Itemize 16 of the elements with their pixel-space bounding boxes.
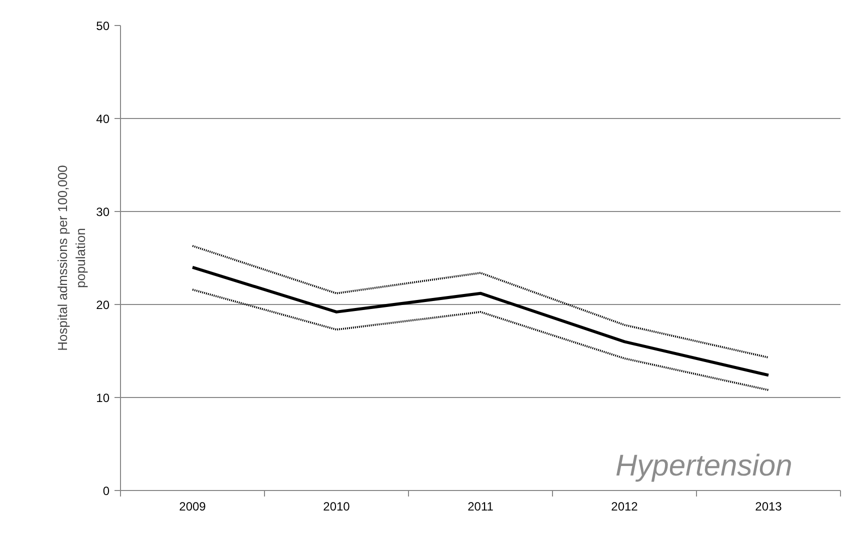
line-series [191, 266, 770, 377]
y-tick-label: 50 [96, 19, 110, 33]
line-series [192, 288, 770, 392]
y-tick-label: 10 [96, 391, 110, 405]
y-axis-title: Hospital admssions per 100,000 population [55, 165, 88, 351]
x-tick-label: 2010 [323, 500, 350, 514]
annotation: Hypertension [616, 450, 792, 482]
x-tick-label: 2011 [468, 500, 494, 514]
y-tick-label: 20 [96, 298, 110, 312]
x-tick-label: 2013 [755, 500, 782, 514]
x-tick-label: 2012 [611, 500, 638, 514]
y-tick-label: 0 [102, 484, 110, 498]
x-tick-label: 2009 [179, 500, 206, 514]
line-series [192, 244, 770, 359]
y-tick-label: 30 [96, 205, 110, 219]
y-tick-label: 40 [96, 112, 110, 126]
